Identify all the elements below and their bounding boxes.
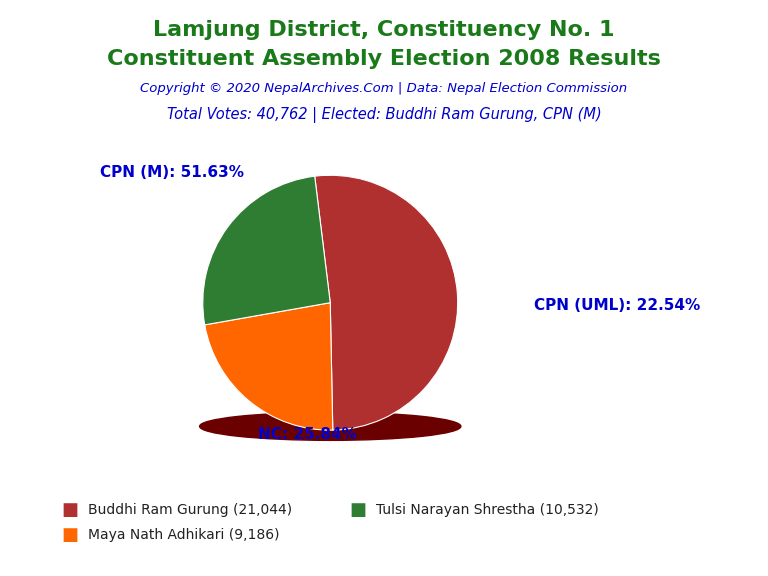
Text: Tulsi Narayan Shrestha (10,532): Tulsi Narayan Shrestha (10,532) [376, 503, 599, 517]
Text: Copyright © 2020 NepalArchives.Com | Data: Nepal Election Commission: Copyright © 2020 NepalArchives.Com | Dat… [141, 82, 627, 95]
Ellipse shape [200, 412, 461, 441]
Wedge shape [205, 303, 333, 430]
Text: Lamjung District, Constituency No. 1: Lamjung District, Constituency No. 1 [154, 20, 614, 40]
Text: Maya Nath Adhikari (9,186): Maya Nath Adhikari (9,186) [88, 528, 280, 541]
Wedge shape [315, 175, 458, 430]
Text: NC: 25.84%: NC: 25.84% [258, 427, 356, 442]
Text: CPN (UML): 22.54%: CPN (UML): 22.54% [534, 298, 700, 313]
Text: ■: ■ [349, 501, 366, 519]
Text: Total Votes: 40,762 | Elected: Buddhi Ram Gurung, CPN (M): Total Votes: 40,762 | Elected: Buddhi Ra… [167, 107, 601, 123]
Text: Constituent Assembly Election 2008 Results: Constituent Assembly Election 2008 Resul… [107, 49, 661, 69]
Text: ■: ■ [61, 525, 78, 544]
Wedge shape [203, 176, 330, 325]
Text: ■: ■ [61, 501, 78, 519]
Text: CPN (M): 51.63%: CPN (M): 51.63% [100, 165, 244, 180]
Text: Buddhi Ram Gurung (21,044): Buddhi Ram Gurung (21,044) [88, 503, 293, 517]
